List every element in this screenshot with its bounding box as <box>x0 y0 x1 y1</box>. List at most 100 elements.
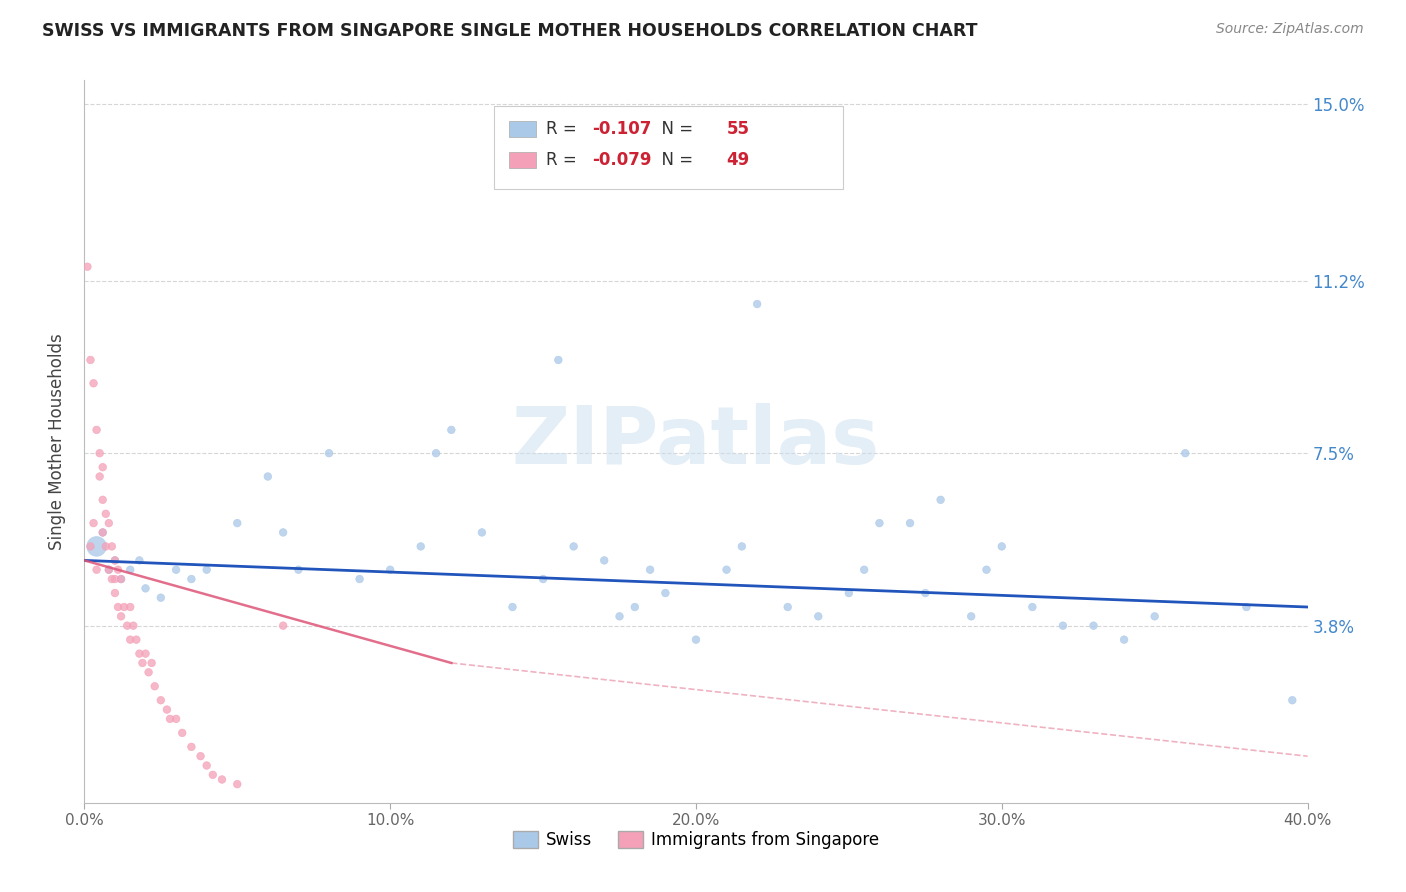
Point <box>91 492 114 507</box>
Point <box>991 540 1014 554</box>
Point <box>104 553 127 567</box>
Text: N =: N = <box>651 151 699 169</box>
Point <box>547 353 569 368</box>
Point <box>1114 632 1136 647</box>
Text: R =: R = <box>546 151 582 169</box>
Point <box>101 572 124 586</box>
Point <box>135 647 157 661</box>
Point <box>79 353 101 368</box>
Text: 55: 55 <box>727 120 749 137</box>
Point <box>747 297 769 311</box>
Point <box>115 618 138 632</box>
Point <box>110 609 132 624</box>
Point <box>409 540 432 554</box>
Legend: Swiss, Immigrants from Singapore: Swiss, Immigrants from Singapore <box>506 824 886 856</box>
Point <box>898 516 921 530</box>
FancyBboxPatch shape <box>509 120 536 136</box>
Point <box>180 739 202 754</box>
Point <box>110 572 132 586</box>
Point <box>159 712 181 726</box>
Point <box>110 572 132 586</box>
Point <box>97 516 120 530</box>
Point <box>149 693 172 707</box>
Point <box>180 572 202 586</box>
Point <box>131 656 153 670</box>
Text: R =: R = <box>546 120 582 137</box>
Point <box>593 553 616 567</box>
Text: SWISS VS IMMIGRANTS FROM SINGAPORE SINGLE MOTHER HOUSEHOLDS CORRELATION CHART: SWISS VS IMMIGRANTS FROM SINGAPORE SINGL… <box>42 22 977 40</box>
Point <box>143 679 166 693</box>
Point <box>201 768 224 782</box>
Point <box>349 572 371 586</box>
Point <box>195 563 218 577</box>
Text: -0.107: -0.107 <box>592 120 651 137</box>
Point <box>120 563 142 577</box>
Y-axis label: Single Mother Households: Single Mother Households <box>48 334 66 549</box>
Point <box>226 516 249 530</box>
Point <box>91 460 114 475</box>
Point <box>471 525 494 540</box>
Point <box>380 563 402 577</box>
Point <box>79 540 101 554</box>
Point <box>125 632 148 647</box>
Point <box>976 563 998 577</box>
Point <box>929 492 952 507</box>
Text: 49: 49 <box>727 151 749 169</box>
Point <box>531 572 554 586</box>
Point <box>97 563 120 577</box>
Point <box>149 591 172 605</box>
Point <box>731 540 754 554</box>
Point <box>89 469 111 483</box>
Point <box>107 600 129 615</box>
Point <box>654 586 676 600</box>
Point <box>112 600 135 615</box>
Point <box>1236 600 1258 615</box>
Point <box>195 758 218 772</box>
Point <box>86 540 108 554</box>
Point <box>287 563 309 577</box>
Point <box>190 749 212 764</box>
Text: Source: ZipAtlas.com: Source: ZipAtlas.com <box>1216 22 1364 37</box>
Point <box>83 516 105 530</box>
Point <box>141 656 163 670</box>
Point <box>1083 618 1105 632</box>
Point <box>502 600 524 615</box>
Point <box>271 525 294 540</box>
Point <box>271 618 294 632</box>
Point <box>91 525 114 540</box>
Point <box>97 563 120 577</box>
Point <box>165 712 187 726</box>
Point <box>562 540 585 554</box>
Point <box>135 582 157 596</box>
Point <box>86 423 108 437</box>
Point <box>869 516 891 530</box>
Point <box>165 563 187 577</box>
Text: -0.079: -0.079 <box>592 151 651 169</box>
Point <box>172 726 194 740</box>
Point <box>257 469 280 483</box>
Point <box>89 446 111 460</box>
Point <box>425 446 447 460</box>
Point <box>107 563 129 577</box>
Point <box>101 540 124 554</box>
Point <box>853 563 876 577</box>
Point <box>122 618 145 632</box>
Point <box>318 446 340 460</box>
Point <box>104 553 127 567</box>
Point <box>1143 609 1166 624</box>
Point <box>440 423 463 437</box>
Point <box>91 525 114 540</box>
Point <box>211 772 233 787</box>
Point <box>104 572 127 586</box>
Point <box>624 600 647 615</box>
Point <box>638 563 661 577</box>
Text: ZIPatlas: ZIPatlas <box>512 402 880 481</box>
Point <box>1021 600 1043 615</box>
Point <box>138 665 160 680</box>
Point <box>1281 693 1303 707</box>
Point <box>226 777 249 791</box>
Point <box>1052 618 1074 632</box>
FancyBboxPatch shape <box>494 105 842 189</box>
Point <box>83 376 105 391</box>
FancyBboxPatch shape <box>509 152 536 168</box>
